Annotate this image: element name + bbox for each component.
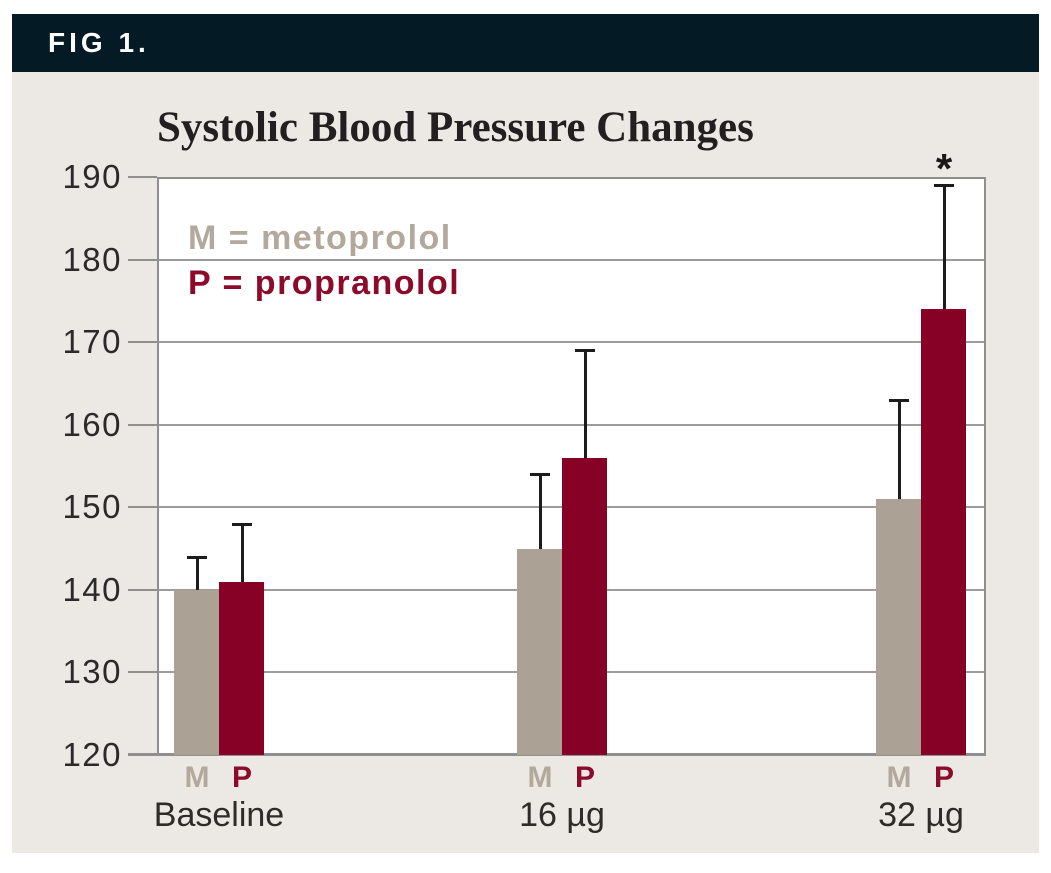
error-bar-propranolol [943, 185, 946, 310]
y-axis-tick-label: 160 [62, 405, 122, 443]
y-axis-tick [128, 588, 157, 591]
series-label-propranolol: P [933, 761, 954, 794]
chart-title: Systolic Blood Pressure Changes [157, 104, 754, 151]
legend: M = metoprolol P = propranolol [188, 216, 460, 306]
error-bar-cap-propranolol [934, 184, 954, 188]
legend-item-propranolol: P = propranolol [188, 264, 461, 302]
y-axis-tick [128, 423, 157, 426]
y-axis-tick-label: 130 [62, 653, 122, 691]
y-axis-tick-label: 190 [62, 158, 122, 195]
x-axis-group-label: Baseline [153, 796, 285, 834]
bar-metoprolol [174, 589, 219, 755]
bar-metoprolol [876, 499, 921, 755]
error-bar-propranolol [241, 523, 244, 582]
error-bar-metoprolol [898, 399, 901, 500]
bar-propranolol [562, 457, 607, 755]
figure-label: FIG 1. [48, 27, 150, 58]
bar-propranolol [921, 309, 966, 755]
error-bar-cap-metoprolol [889, 398, 909, 402]
bar-propranolol [219, 581, 264, 755]
y-axis-tick [128, 258, 157, 261]
error-bar-cap-metoprolol [187, 555, 207, 559]
error-bar-metoprolol [539, 474, 542, 549]
y-axis-tick-label: 170 [62, 323, 122, 361]
error-bar-cap-metoprolol [530, 473, 550, 477]
error-bar-cap-propranolol [575, 349, 595, 353]
error-bar-cap-propranolol [232, 522, 252, 526]
x-axis-group-label: 32 µg [878, 796, 964, 834]
series-label-metoprolol: M [886, 761, 912, 794]
y-axis-tick [128, 341, 157, 344]
error-bar-propranolol [584, 350, 587, 458]
y-axis-tick [128, 506, 157, 509]
y-axis-tick [128, 176, 157, 178]
x-axis-group-label: 16 µg [519, 796, 605, 834]
y-axis-tick-label: 180 [62, 240, 122, 278]
series-label-metoprolol: M [184, 761, 210, 794]
significance-asterisk: * [935, 145, 953, 192]
error-bar-metoprolol [196, 556, 199, 590]
y-axis-tick-label: 120 [62, 736, 122, 773]
legend-item-metoprolol: M = metoprolol [188, 219, 452, 257]
gridline [159, 341, 984, 344]
y-axis-tick-label: 140 [62, 570, 122, 608]
y-axis-tick-label: 150 [62, 488, 122, 526]
gridline [159, 423, 984, 426]
bar-metoprolol [517, 548, 562, 755]
figure-header: FIG 1. [12, 14, 1039, 72]
series-label-propranolol: P [574, 761, 595, 794]
gridline [159, 258, 984, 261]
y-axis-tick [128, 671, 157, 674]
series-label-metoprolol: M [527, 761, 553, 794]
series-label-propranolol: P [231, 761, 252, 794]
